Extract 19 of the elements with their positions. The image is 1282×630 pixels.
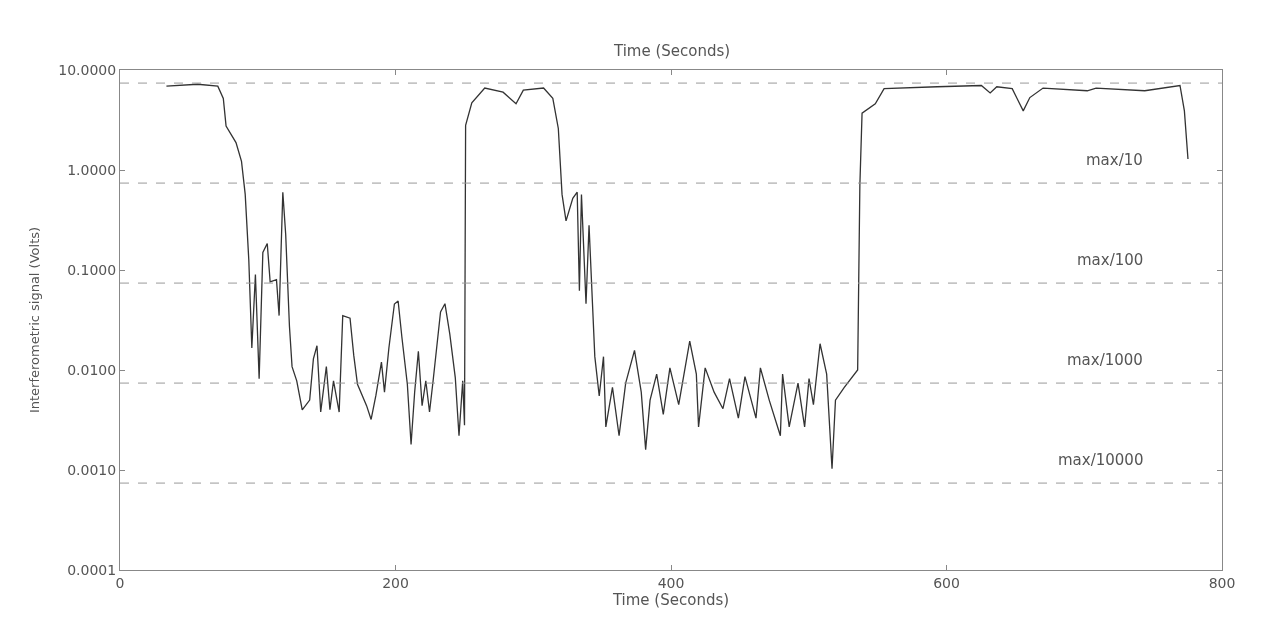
ref-line-label: max/10 — [1086, 151, 1143, 169]
y-tick-label: 10.0000 — [58, 61, 117, 78]
x-tick-label: 400 — [657, 574, 685, 591]
x-tick-label: 0 — [115, 574, 125, 591]
ref-line-label: max/1000 — [1067, 351, 1143, 369]
y-tick-label: 0.0010 — [67, 461, 117, 478]
x-axis-title: Time (Seconds) — [611, 590, 730, 609]
x2-axis-title: Time (Seconds) — [613, 42, 731, 60]
x-tick-label: 600 — [933, 574, 960, 591]
y-axis-title: Interferometric signal (Volts) — [27, 226, 43, 414]
line-series — [165, 83, 1189, 470]
y-tick-label: 0.1000 — [67, 261, 117, 278]
y-tick-label: 1.0000 — [67, 161, 117, 178]
x-tick-label: 800 — [1208, 574, 1236, 591]
x-tick-label: 200 — [382, 574, 409, 591]
y-tick-label: 0.0001 — [67, 561, 117, 578]
ref-line-label: max/100 — [1077, 251, 1144, 269]
y-tick-label: 0.0100 — [67, 361, 117, 378]
ref-line-label: max/10000 — [1058, 451, 1144, 469]
